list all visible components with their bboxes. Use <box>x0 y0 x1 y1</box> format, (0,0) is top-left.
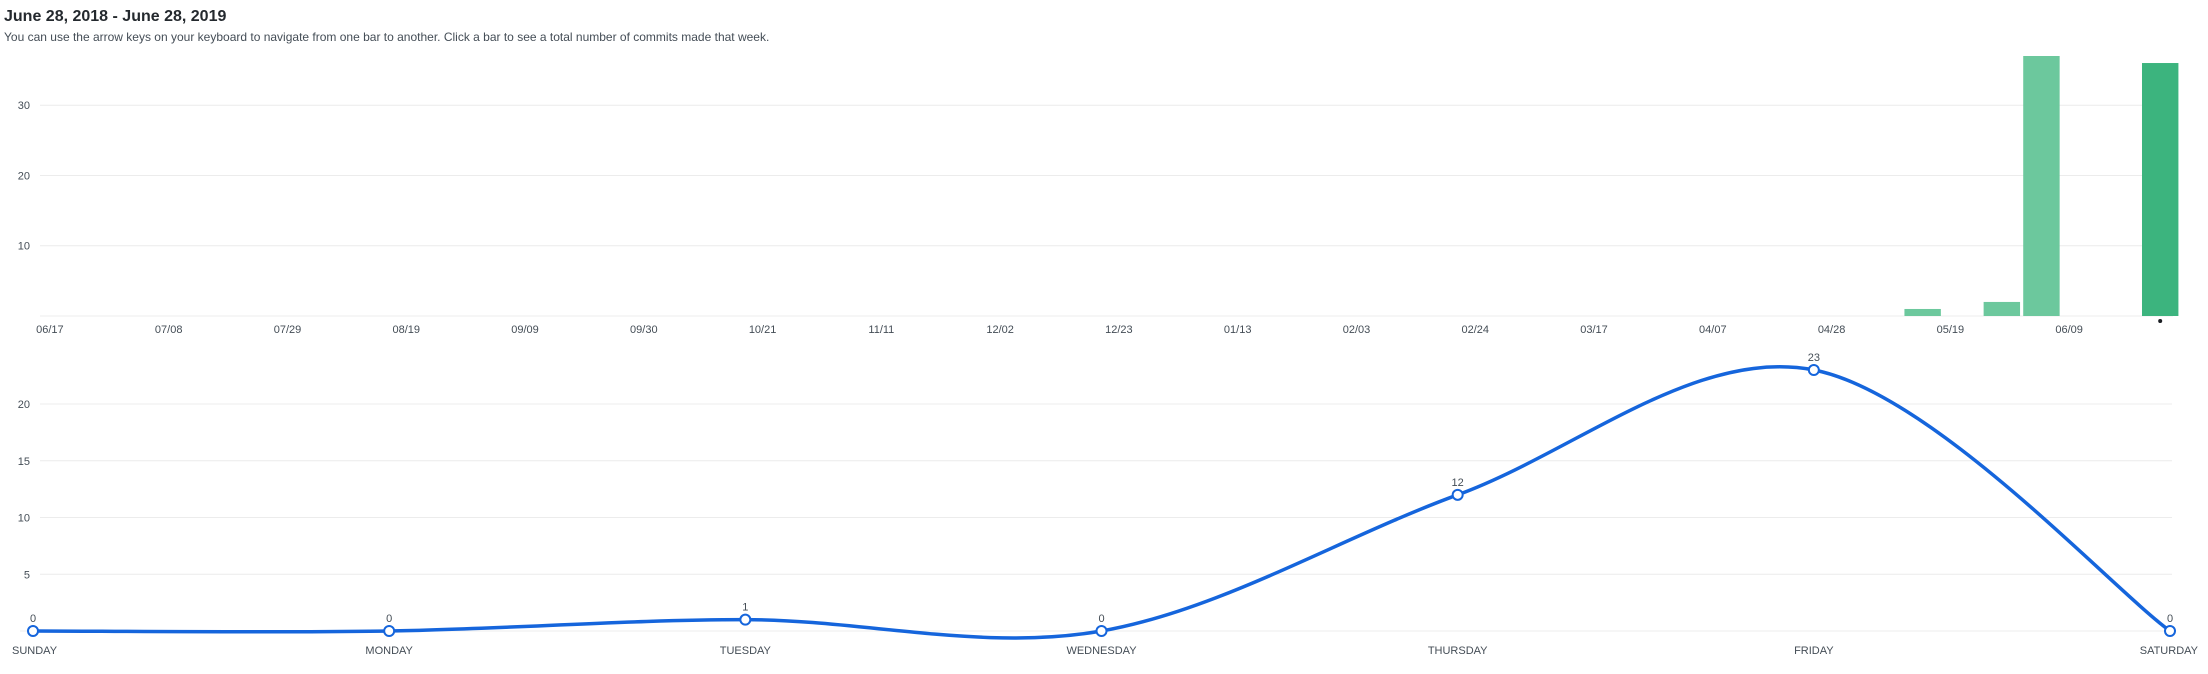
bar-x-tick-label: 02/24 <box>1461 324 1489 336</box>
bar-x-tick-label: 04/07 <box>1699 324 1727 336</box>
day-point[interactable] <box>2164 625 2176 637</box>
day-value-label: 12 <box>1452 477 1464 489</box>
bar-x-tick-label: 11/11 <box>868 324 894 336</box>
bar-x-tick-label: 06/17 <box>36 324 64 336</box>
weekly-commits-bar-chart: 10 20 30 06/17 07/08 07/29 08/19 09/09 09/30 10/2… <box>18 56 2179 336</box>
day-point[interactable] <box>1451 488 1464 501</box>
line-y-tick-label: 5 <box>24 569 30 581</box>
week-bar[interactable] <box>1983 301 2021 316</box>
bar-x-tick-label: 10/21 <box>749 324 777 336</box>
bar-x-tick-label: 01/13 <box>1224 324 1252 336</box>
day-x-tick-label: SUNDAY <box>12 645 58 657</box>
day-value-label: 0 <box>386 613 392 625</box>
bar-x-tick-label: 06/09 <box>2055 324 2083 336</box>
day-x-tick-label: FRIDAY <box>1794 645 1834 657</box>
bar-y-tick-label: 10 <box>18 241 30 253</box>
bar-x-tick-label: 03/17 <box>1580 324 1608 336</box>
daily-commits-series-line <box>32 365 2172 640</box>
line-y-tick-label: 20 <box>18 399 30 411</box>
week-bar[interactable] <box>2023 56 2060 316</box>
bar-y-tick-label: 30 <box>18 100 30 112</box>
bar-x-tick-label: 05/19 <box>1937 324 1965 336</box>
day-value-label: 0 <box>1098 613 1104 625</box>
day-x-tick-label: SATURDAY <box>2140 645 2199 657</box>
line-y-tick-label: 10 <box>18 513 30 525</box>
week-bar[interactable] <box>2141 63 2179 317</box>
day-point[interactable] <box>739 613 752 626</box>
bar-x-tick-label: 07/29 <box>274 324 302 336</box>
bar-x-tick-label: 12/02 <box>986 324 1014 336</box>
bar-x-tick-label: 09/09 <box>511 324 539 336</box>
day-x-tick-label: WEDNESDAY <box>1066 645 1137 657</box>
day-value-label: 0 <box>2167 613 2173 625</box>
bar-x-tick-label: 09/30 <box>630 324 658 336</box>
bar-x-tick-label: 04/28 <box>1818 324 1846 336</box>
bar-x-tick-label: 02/03 <box>1343 324 1371 336</box>
selected-week-marker <box>2158 319 2163 323</box>
chart-date-range-title: June 28, 2018 - June 28, 2019 <box>4 8 227 25</box>
bar-x-tick-label: 07/08 <box>155 324 183 336</box>
bar-x-tick-label: 08/19 <box>392 324 420 336</box>
day-value-label: 0 <box>30 613 36 625</box>
day-point[interactable] <box>383 625 396 637</box>
bar-x-tick-label: 12/23 <box>1105 324 1133 336</box>
day-point[interactable] <box>27 625 39 637</box>
chart-instructions: You can use the arrow keys on your keybo… <box>4 30 770 44</box>
chart-header: June 28, 2018 - June 28, 2019 You can us… <box>4 6 769 46</box>
day-point[interactable] <box>1807 364 1820 376</box>
day-x-tick-label: TUESDAY <box>720 645 772 657</box>
day-value-label: 23 <box>1808 352 1820 364</box>
day-x-tick-label: MONDAY <box>365 645 413 657</box>
week-bar[interactable] <box>1904 308 1941 316</box>
bar-y-tick-label: 20 <box>18 170 30 182</box>
day-point[interactable] <box>1095 625 1108 637</box>
day-value-label: 1 <box>742 602 748 614</box>
line-y-tick-label: 15 <box>18 456 30 468</box>
day-x-tick-label: THURSDAY <box>1428 645 1488 657</box>
